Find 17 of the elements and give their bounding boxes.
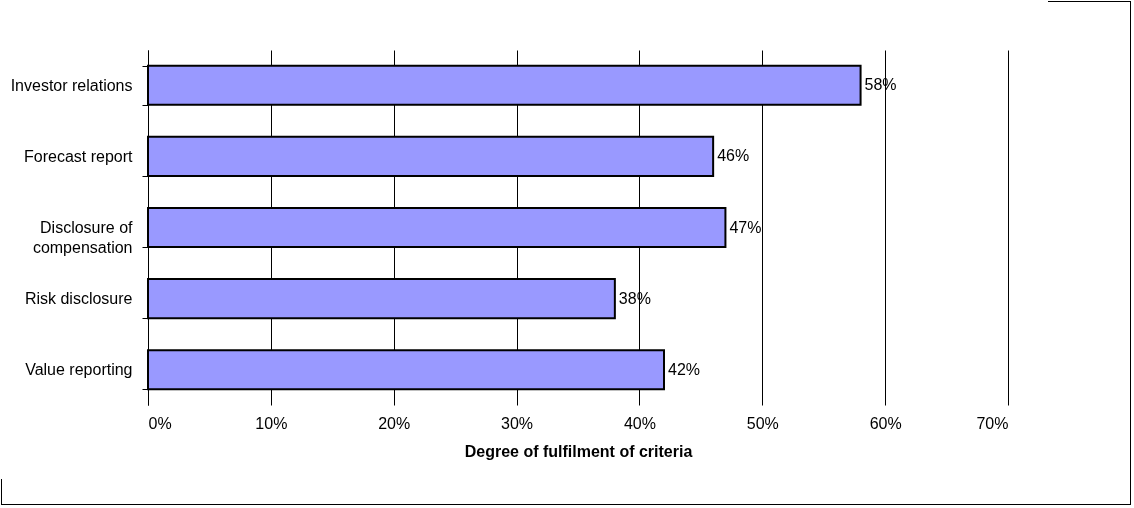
y-tick-label: Value reporting bbox=[25, 361, 133, 379]
x-tick-label: 40% bbox=[623, 414, 656, 432]
data-label: 42% bbox=[668, 360, 701, 378]
data-label: 47% bbox=[729, 218, 762, 236]
data-label: 46% bbox=[717, 147, 750, 165]
y-tick-label: Investor relations bbox=[10, 76, 133, 94]
x-tick-label: 30% bbox=[501, 414, 534, 432]
x-tick-label: 0% bbox=[148, 414, 172, 432]
x-tick-label: 50% bbox=[746, 414, 779, 432]
y-tick-label: Forecast report bbox=[24, 147, 134, 165]
y-tick-label: Disclosure of compensation bbox=[32, 219, 134, 256]
x-axis-title: Degree of fulfilment of criteria bbox=[464, 442, 693, 460]
y-tick-label: Risk disclosure bbox=[24, 290, 133, 308]
x-tick-label: 20% bbox=[378, 414, 411, 432]
x-tick-label: 10% bbox=[255, 414, 288, 432]
x-tick-label: 60% bbox=[869, 414, 902, 432]
x-tick-label: 70% bbox=[976, 414, 1009, 432]
